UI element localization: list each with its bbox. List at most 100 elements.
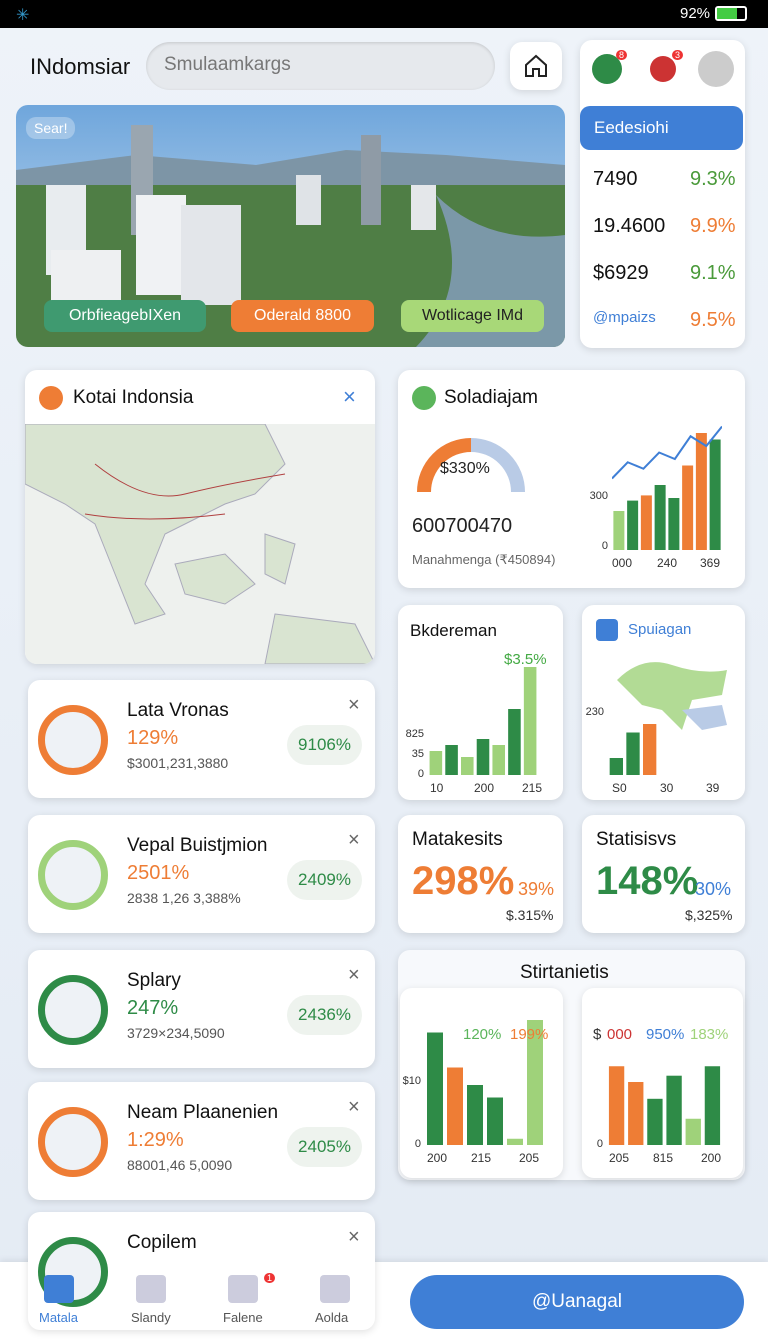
close[interactable]: × <box>343 384 356 409</box>
bar-chart <box>612 425 722 550</box>
nav-label[interactable]: Aolda <box>315 1310 349 1325</box>
percent: 2501% <box>127 862 190 884</box>
small-value: 30% <box>695 879 732 899</box>
bar <box>445 745 458 775</box>
city-illustration <box>16 105 565 347</box>
card-title: Statisisvs <box>596 829 677 850</box>
bar <box>523 667 537 775</box>
tab[interactable]: Eedesiohi <box>580 106 743 150</box>
name: Splary <box>127 970 181 991</box>
y-tick-label: $10 <box>402 1075 421 1087</box>
percent: 1:29% <box>127 1129 184 1151</box>
map-card: Kotai Indonsia × <box>25 370 375 664</box>
nav-icon[interactable] <box>44 1275 74 1303</box>
icon[interactable] <box>650 56 676 82</box>
bar <box>608 1066 625 1145</box>
app-title: INdomsiar <box>30 54 131 79</box>
card-title: Matakesits <box>412 829 503 850</box>
icon <box>412 386 436 410</box>
bar <box>682 465 694 550</box>
badge: 2436% <box>287 995 362 1035</box>
hero-button[interactable]: OrbfieagebIXen <box>44 300 206 332</box>
hero-button[interactable]: Oderald 8800 <box>231 300 374 332</box>
bar-chart <box>608 1066 721 1145</box>
bar <box>695 433 707 550</box>
y-tick-label: 230 <box>585 706 604 718</box>
value-label: 950% <box>646 1026 685 1043</box>
y-tick-label: 0 <box>596 1138 603 1150</box>
x-tick-label: 215 <box>471 1151 492 1165</box>
y-tick-label: 300 <box>589 490 608 502</box>
card-title: Kotai Indonsia <box>73 387 194 408</box>
bar <box>487 1097 503 1145</box>
x-tick-label: 369 <box>700 556 721 570</box>
amount: 3729×234,5090 <box>127 1025 225 1041</box>
avatar[interactable] <box>698 51 734 87</box>
bar <box>613 511 625 550</box>
x-tick-label: 39 <box>706 781 720 795</box>
x-tick-label: 000 <box>612 556 633 570</box>
y-tick-label: 0 <box>417 768 424 780</box>
row-label: $6929 <box>593 262 649 284</box>
spuiagan-card: Spuiagan <box>582 605 745 800</box>
battery <box>715 6 747 21</box>
badge: 8 <box>616 50 628 60</box>
nav-icon[interactable] <box>228 1275 258 1303</box>
statisisvs-card: Statisisvs 148% 30% $,325% <box>582 815 745 933</box>
close[interactable]: × <box>348 964 360 986</box>
home-button[interactable] <box>510 42 562 90</box>
bar <box>609 758 623 775</box>
value-label: $ <box>593 1026 602 1043</box>
bar <box>628 1082 644 1145</box>
search-field[interactable]: Smulaamkargs <box>146 42 495 90</box>
name: Copilem <box>127 1232 197 1253</box>
nav-icon[interactable] <box>136 1275 166 1303</box>
bar <box>640 495 652 550</box>
bar-chart <box>429 667 537 775</box>
close[interactable]: × <box>348 1096 360 1118</box>
nav-icon[interactable] <box>320 1275 350 1303</box>
gauge <box>417 438 525 493</box>
hero-button[interactable]: Wotlicage IMd <box>401 300 544 332</box>
name: Vepal Buistjmion <box>127 835 268 856</box>
nav-label[interactable]: Slandy <box>131 1310 171 1325</box>
bar <box>492 745 505 775</box>
row-label: @mpaizs <box>593 309 656 326</box>
value-label: 199% <box>510 1026 549 1043</box>
bar <box>709 439 721 550</box>
bar-chart <box>427 1020 543 1145</box>
bar <box>427 1032 443 1145</box>
nav-label[interactable]: Matala <box>39 1310 79 1325</box>
gauge-label: $330% <box>440 460 490 477</box>
action-button[interactable]: @Uanagal <box>410 1275 744 1329</box>
home-icon <box>525 54 547 77</box>
y-tick-label: 825 <box>405 728 424 740</box>
avatar-ring <box>38 1107 108 1177</box>
close[interactable]: × <box>348 1226 360 1248</box>
x-tick-label: 200 <box>427 1151 448 1165</box>
side-panel: 8 3 Eedesiohi <box>580 40 745 348</box>
value: 600700470 <box>412 515 513 537</box>
bar <box>643 724 657 775</box>
x-tick-label: 200 <box>474 781 495 795</box>
hero-image: Sear! OrbfieagebIXen Oderald 8800 Wotlic… <box>16 105 565 347</box>
nav-badge: 1 <box>264 1273 276 1283</box>
bar <box>467 1085 483 1145</box>
small-value: 39% <box>518 879 555 899</box>
action-label: @Uanagal <box>531 1291 623 1312</box>
x-tick-label: 205 <box>519 1151 540 1165</box>
bar <box>668 498 680 550</box>
nav-label[interactable]: Falene <box>223 1310 263 1325</box>
x-tick-label: 200 <box>701 1151 722 1165</box>
value-label: 120% <box>463 1026 502 1043</box>
badge: 3 <box>672 50 684 60</box>
name: Neam Plaanenien <box>127 1102 279 1123</box>
label: $3.5% <box>504 651 547 668</box>
close[interactable]: × <box>348 694 360 716</box>
avatar-ring <box>38 705 108 775</box>
matakesits-card: Matakesits 298% 39% $.315% <box>398 815 563 933</box>
close[interactable]: × <box>348 829 360 851</box>
avatar-ring <box>38 840 108 910</box>
big-value: 298% <box>412 859 515 903</box>
